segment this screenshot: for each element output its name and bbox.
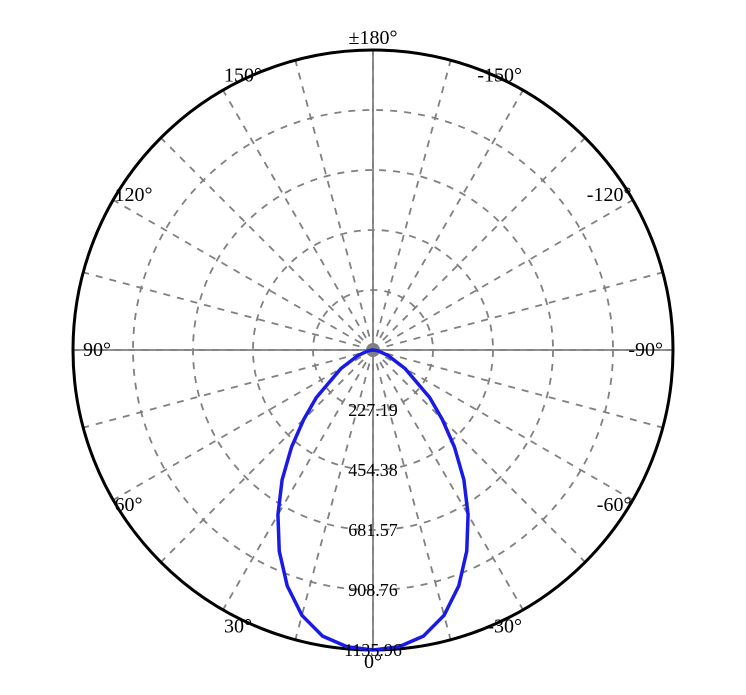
radial-label: 227.19 (348, 400, 398, 420)
grid-spoke (373, 350, 585, 562)
angle-label: -60° (597, 494, 632, 516)
radial-label: 1135.96 (344, 640, 402, 660)
grid-spoke (83, 272, 373, 350)
grid-spoke (295, 60, 373, 350)
angle-label: 150° (224, 65, 262, 87)
angle-label: -150° (477, 65, 522, 87)
angle-label: -90° (628, 339, 663, 361)
angle-label: 60° (115, 494, 143, 516)
radial-label: 908.76 (348, 580, 398, 600)
grid-spoke (113, 200, 373, 350)
grid-spoke (161, 138, 373, 350)
grid-spoke (113, 350, 373, 500)
grid-spoke (161, 350, 373, 562)
grid-spoke (373, 350, 633, 500)
grid-spoke (83, 350, 373, 428)
grid-spoke (373, 138, 585, 350)
grid-spoke (373, 200, 633, 350)
angle-label: -120° (587, 184, 632, 206)
angle-label: -30° (487, 615, 522, 637)
grid-spoke (373, 350, 663, 428)
angle-label: ±180° (349, 27, 398, 49)
radial-label: 681.57 (348, 520, 398, 540)
angle-label: 90° (83, 339, 111, 361)
radial-label: 454.38 (348, 460, 398, 480)
grid-spoke (373, 90, 523, 350)
angle-label: 120° (115, 184, 153, 206)
polar-chart: ±180°150°120°90°60°30°0°-30°-60°-90°-120… (0, 0, 746, 695)
angle-label: 30° (224, 615, 252, 637)
grid-spoke (373, 60, 451, 350)
grid-spoke (223, 90, 373, 350)
grid-spoke (373, 272, 663, 350)
